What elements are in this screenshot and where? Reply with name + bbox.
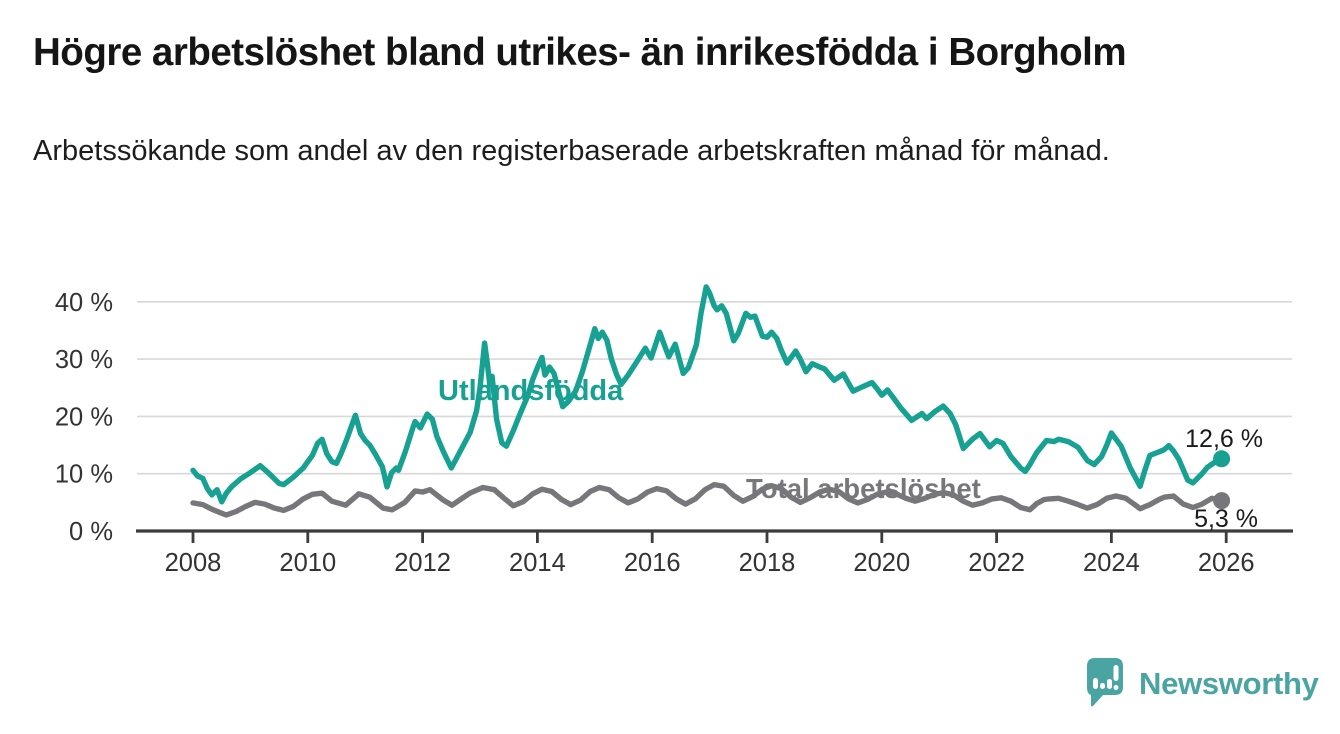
x-tick-label-2020: 2020 [853, 549, 910, 577]
series-label-total-arbetsloshet: Total arbetslöshet [746, 473, 981, 504]
x-axis-group [136, 529, 1293, 543]
logo-bar-3 [1107, 679, 1112, 689]
logo-bar-2 [1100, 683, 1105, 689]
end-value-label-utlandsfodda: 12,6 % [1185, 425, 1263, 453]
y-tick-label-40-pct: 40 % [55, 289, 113, 317]
series-line-utlandsfodda [190, 284, 1225, 505]
y-axis-labels-group: 0 % 10 % 20 % 30 % 40 % [55, 289, 113, 546]
logo-bubble-shape [1087, 658, 1123, 707]
x-tick-label-2022: 2022 [968, 549, 1025, 577]
y-tick-label-30-pct: 30 % [55, 346, 113, 374]
newsworthy-logo-text: Newsworthy [1139, 666, 1320, 701]
x-tick-label-2018: 2018 [739, 549, 796, 577]
x-axis-labels-group: 2008 2010 2012 2014 2016 2018 2020 2022 2024 2026 [165, 549, 1255, 577]
y-tick-label-0-pct: 0 % [69, 518, 113, 546]
y-tick-label-20-pct: 20 % [55, 403, 113, 431]
chart-subtitle: Arbetssökande som andel av den registerb… [33, 135, 1110, 167]
x-tick-label-2012: 2012 [394, 549, 451, 577]
x-tick-label-2016: 2016 [624, 549, 681, 577]
series-end-dot-total-arbetsloshet [1213, 492, 1231, 510]
logo-bar-1 [1093, 678, 1098, 689]
series-group [190, 284, 1231, 518]
page-title: Högre arbetslöshet bland utrikes- än inr… [33, 31, 1127, 74]
x-tick-label-2008: 2008 [165, 549, 222, 577]
end-value-label-total: 5,3 % [1194, 505, 1258, 533]
series-end-dot-utlandsfodda [1213, 450, 1231, 468]
y-tick-label-10-pct: 10 % [55, 461, 113, 489]
newsworthy-logo: Newsworthy [1087, 658, 1320, 707]
x-tick-label-2026: 2026 [1198, 549, 1255, 577]
x-tick-label-2014: 2014 [509, 549, 566, 577]
newsworthy-logo-icon [1087, 658, 1123, 707]
series-line-total-arbetsloshet [190, 481, 1225, 518]
x-tick-label-2024: 2024 [1083, 549, 1140, 577]
gridlines-group [137, 300, 1292, 475]
logo-exclamation-dot [1113, 685, 1119, 690]
logo-exclamation-bar [1113, 665, 1119, 681]
series-label-utlandsfodda: Utlandsfödda [438, 375, 624, 407]
x-tick-label-2010: 2010 [279, 549, 336, 577]
